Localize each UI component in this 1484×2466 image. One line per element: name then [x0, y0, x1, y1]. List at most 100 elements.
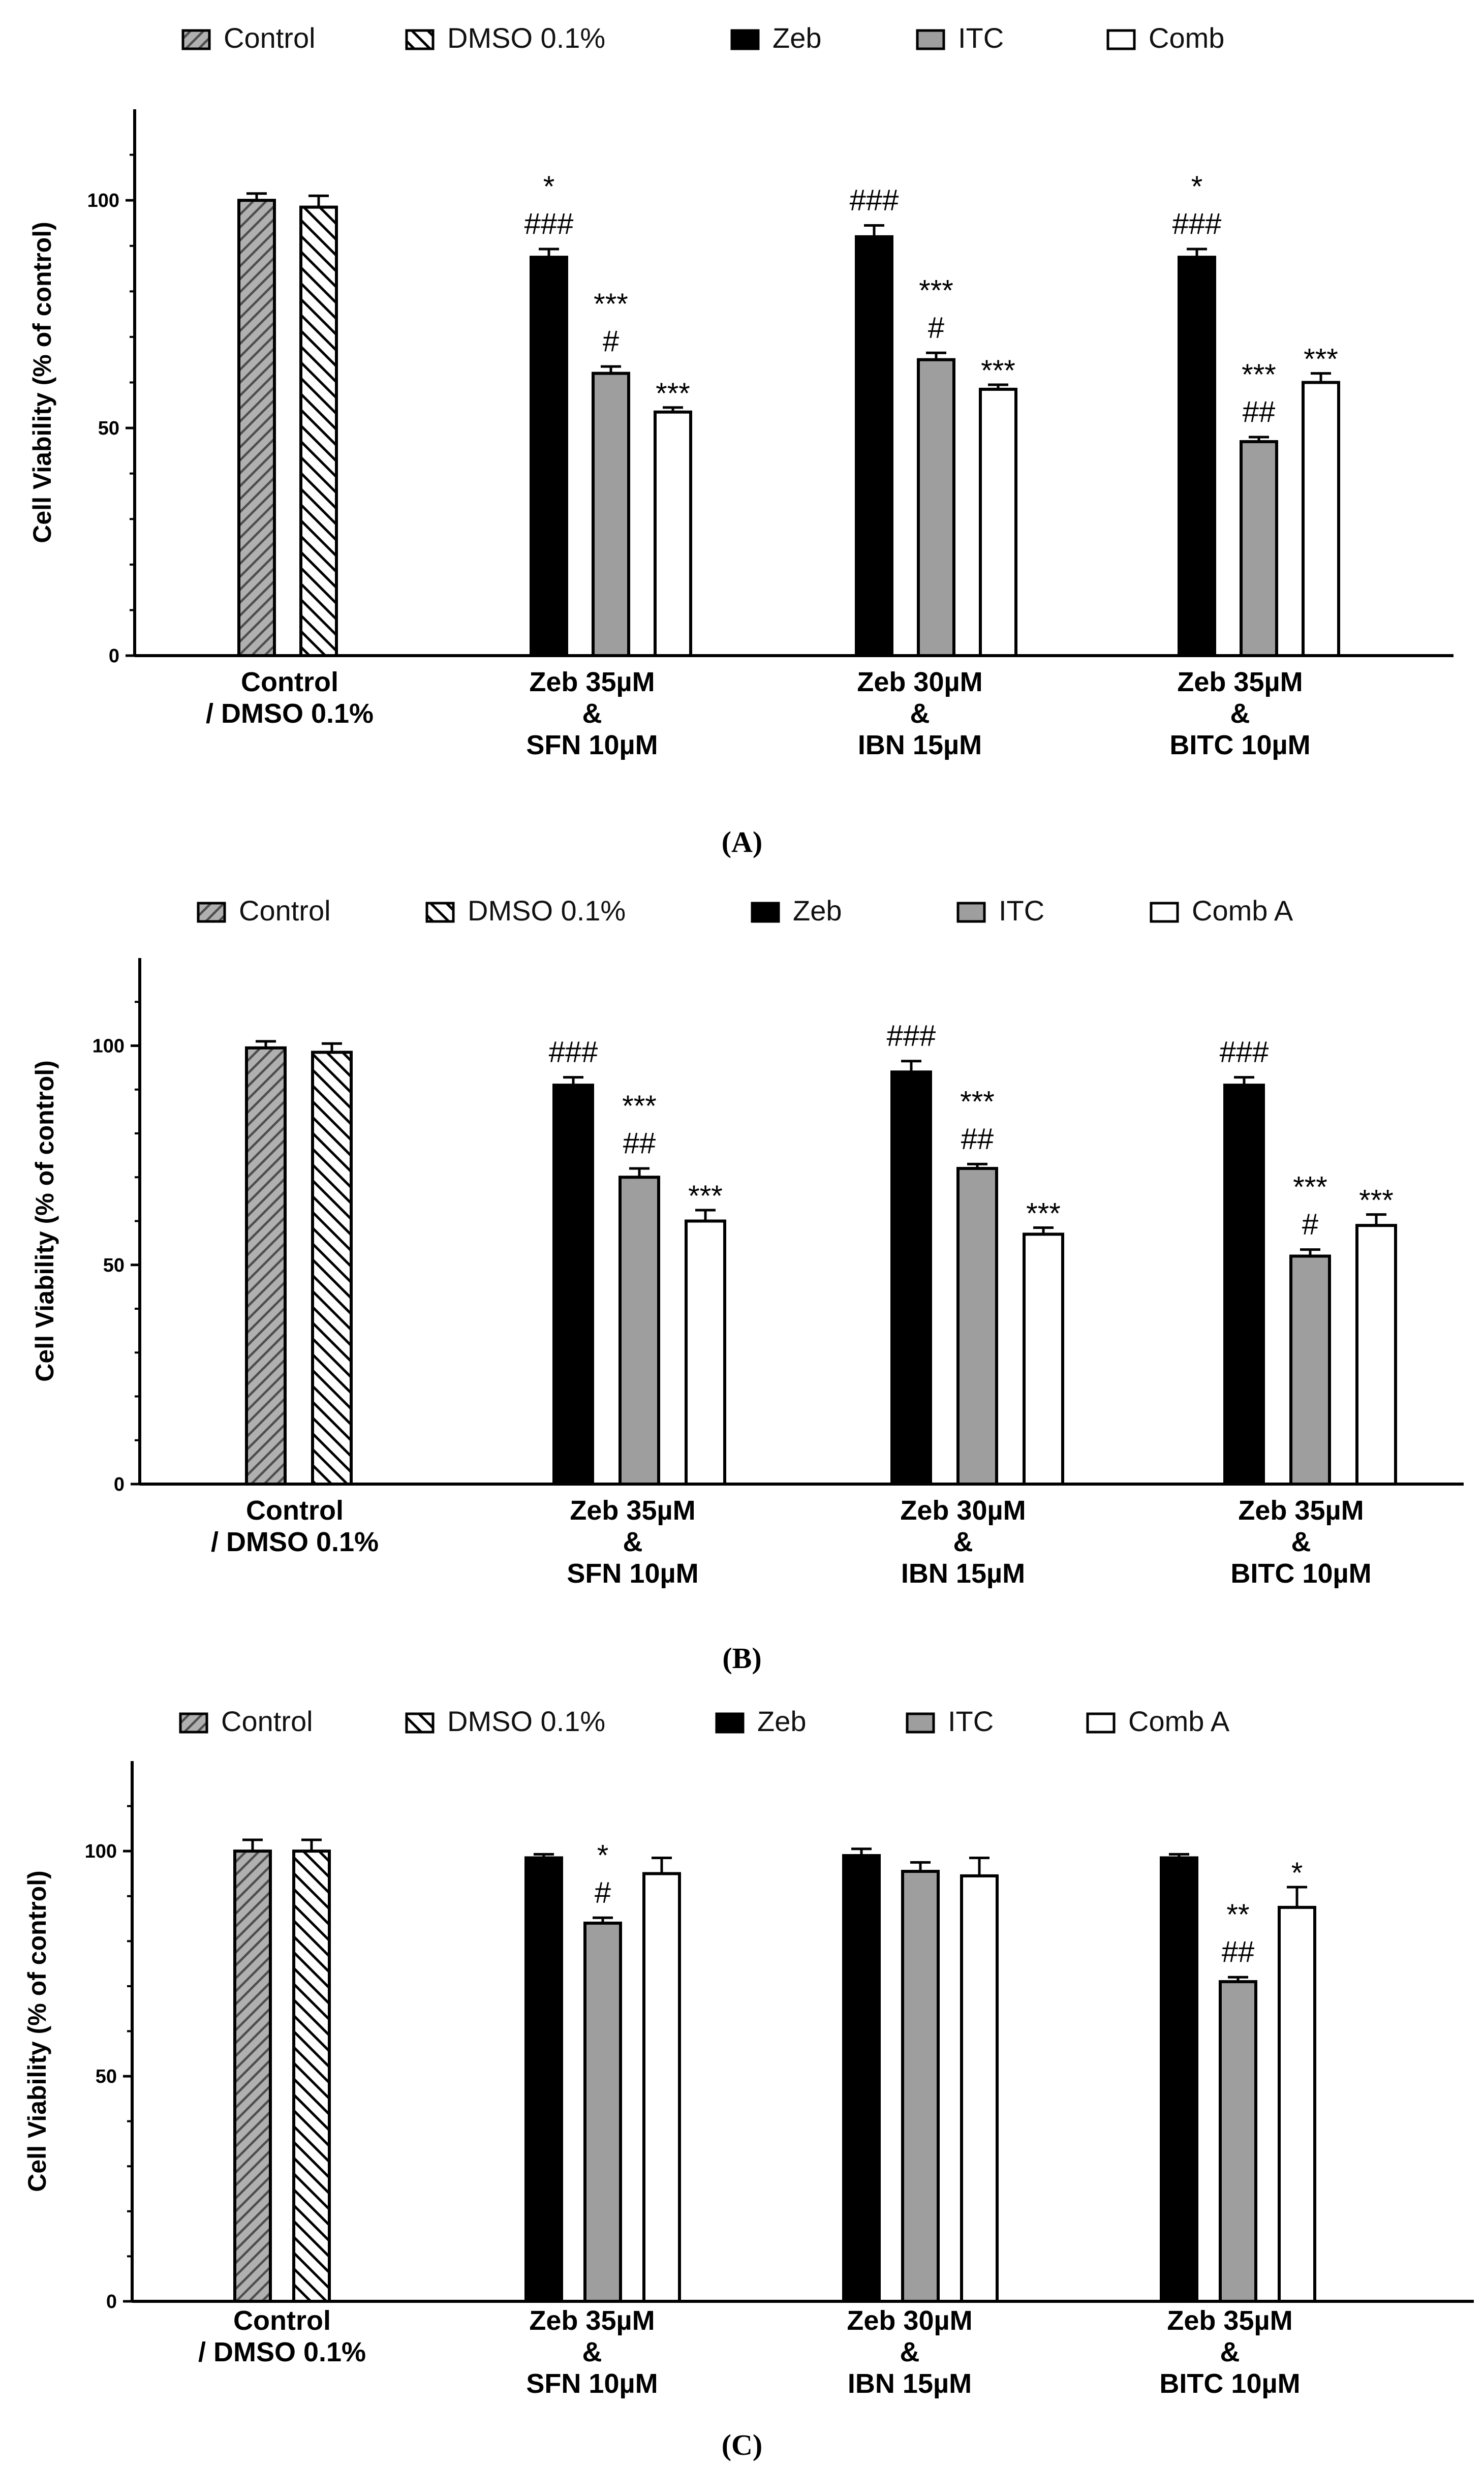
y-tick-label-0: 0: [109, 645, 119, 667]
x-group-label-line: Zeb 35µM: [1177, 667, 1303, 697]
bar-zeb-group-2: [524, 1856, 563, 2303]
bar-comb-group-4: [1302, 381, 1340, 657]
legend-label-zeb: Zeb: [793, 895, 842, 927]
significance-hash: ###: [1220, 1036, 1269, 1069]
legend-swatch-comb-a: [1150, 902, 1179, 923]
bar-zeb-group-3: [842, 1854, 881, 2303]
y-tick-label-0: 0: [106, 2291, 117, 2313]
legend-label-comb-a: Comb A: [1128, 1705, 1230, 1737]
plot-c: 0 50 100 Cell Viability (% of control) Contr…: [23, 1761, 1474, 2399]
legend-swatch-zeb: [730, 29, 760, 50]
significance-star: *: [543, 170, 555, 203]
plot-a: 0 50 100 Cell Viability (% of control) Contr…: [28, 109, 1454, 760]
x-group-label-line: Control: [246, 1495, 344, 1526]
bar-itc-group-4: [1219, 1980, 1257, 2303]
panel-b: Control DMSO 0.1% Zeb ITC Comb A 0 50 100 Cell …: [30, 895, 1464, 1675]
significance-hash: ###: [850, 183, 899, 217]
x-group-label: Zeb 35µM & BITC 10µM: [1169, 667, 1310, 760]
legend-swatch-itc: [906, 1712, 935, 1734]
legend-label-itc: ITC: [948, 1705, 994, 1737]
legend-b: Control DMSO 0.1% Zeb ITC Comb A: [197, 895, 1293, 927]
x-group-label: Zeb 30µM & IBN 15µM: [857, 667, 982, 760]
bar-zeb-group-2: [530, 256, 568, 658]
x-group-label-line: Zeb 35µM: [1167, 2305, 1292, 2336]
significance-hash: ###: [887, 1020, 936, 1053]
x-group-label-line: &: [1230, 698, 1250, 729]
x-group-label-line: &: [910, 698, 930, 729]
x-group-label-line: Zeb 35µM: [529, 2305, 655, 2336]
significance-star: **: [1226, 1898, 1249, 1931]
x-group-label: Zeb 35µM & SFN 10µM: [526, 2305, 658, 2399]
significance-hash: ###: [549, 1036, 598, 1069]
significance-hash: ##: [623, 1127, 656, 1160]
x-group-label-line: SFN 10µM: [526, 730, 658, 760]
bar-itc-group-4: [1240, 440, 1278, 657]
bar-zeb-group-2: [552, 1084, 594, 1486]
significance-star: *: [1291, 1857, 1303, 1890]
significance-hash: ###: [1172, 207, 1222, 240]
x-group-label-line: Control: [233, 2305, 331, 2336]
x-group-label-line: Zeb 35µM: [570, 1495, 695, 1526]
legend-label-control: Control: [221, 1705, 313, 1737]
x-group-label-line: IBN 15µM: [858, 730, 982, 760]
significance-star: ***: [594, 288, 628, 321]
legend-label-dmso-0-1: DMSO 0.1%: [468, 895, 626, 927]
legend-c: Control DMSO 0.1% Zeb ITC Comb A: [179, 1705, 1230, 1737]
y-tick-label-50: 50: [103, 1255, 125, 1276]
bar-dmso-0-1-group-1: [311, 1051, 353, 1486]
significance-star: ***: [960, 1085, 995, 1118]
legend-label-comb: Comb: [1149, 22, 1224, 54]
x-group-label-line: SFN 10µM: [526, 2368, 658, 2399]
legend-swatch-control: [197, 902, 226, 923]
bar-itc-group-2: [619, 1176, 660, 1486]
significance-star: ***: [919, 274, 953, 307]
x-group-label-line: &: [623, 1527, 643, 1557]
panel-a-caption: (A): [722, 825, 763, 858]
significance-star: ***: [1359, 1184, 1394, 1217]
x-group-label-line: Zeb 30µM: [900, 1495, 1026, 1526]
legend-label-zeb: Zeb: [757, 1705, 807, 1737]
legend-swatch-zeb: [715, 1712, 745, 1734]
legend-label-itc: ITC: [999, 895, 1044, 927]
x-group-label: Control / DMSO 0.1%: [206, 667, 374, 729]
x-group-label-line: Zeb 35µM: [529, 667, 655, 697]
x-group-label-line: &: [582, 698, 602, 729]
bar-control-group-1: [237, 199, 276, 657]
y-tick-label-100: 100: [92, 1036, 125, 1057]
x-group-label-line: BITC 10µM: [1230, 1558, 1371, 1589]
significance-hash: ###: [524, 207, 574, 240]
bar-zeb-group-4: [1178, 256, 1216, 658]
bar-itc-group-2: [592, 372, 630, 657]
y-tick-label-50: 50: [96, 2066, 117, 2087]
x-group-label-line: &: [900, 2337, 920, 2367]
legend-swatch-control: [179, 1712, 208, 1734]
panel-a: Control DMSO 0.1% Zeb ITC Comb 0 50 100 Cell Vi…: [28, 22, 1454, 858]
y-axis-label: Cell Viability (% of control): [23, 1870, 51, 2192]
panel-b-caption: (B): [722, 1642, 761, 1675]
significance-star: *: [1191, 170, 1203, 203]
legend-swatch-dmso-0-1: [425, 902, 455, 923]
significance-hash: ##: [1222, 1935, 1255, 1968]
x-group-label-line: Zeb 30µM: [857, 667, 982, 697]
panel-c: Control DMSO 0.1% Zeb ITC Comb A 0 50 100 Cell …: [23, 1705, 1474, 2461]
bar-zeb-group-3: [890, 1070, 932, 1486]
x-group-label: Zeb 35µM & BITC 10µM: [1159, 2305, 1300, 2399]
legend-label-control: Control: [224, 22, 316, 54]
legend-label-control: Control: [239, 895, 331, 927]
bar-itc-group-3: [917, 358, 955, 657]
x-group-label-line: / DMSO 0.1%: [211, 1527, 379, 1557]
significance-star: ***: [1293, 1171, 1327, 1204]
legend-label-itc: ITC: [958, 22, 1004, 54]
legend-label-zeb: Zeb: [772, 22, 822, 54]
plot-b: 0 50 100 Cell Viability (% of control) Contr…: [30, 958, 1464, 1589]
legend-label-dmso-0-1: DMSO 0.1%: [447, 22, 605, 54]
x-group-label-line: &: [1220, 2337, 1240, 2367]
legend-label-comb-a: Comb A: [1192, 895, 1293, 927]
legend-swatch-itc: [916, 29, 945, 50]
significance-star: *: [597, 1839, 609, 1872]
significance-star: ***: [688, 1180, 723, 1213]
bar-comb-group-2: [654, 410, 692, 658]
x-group-label-line: IBN 15µM: [848, 2368, 972, 2399]
